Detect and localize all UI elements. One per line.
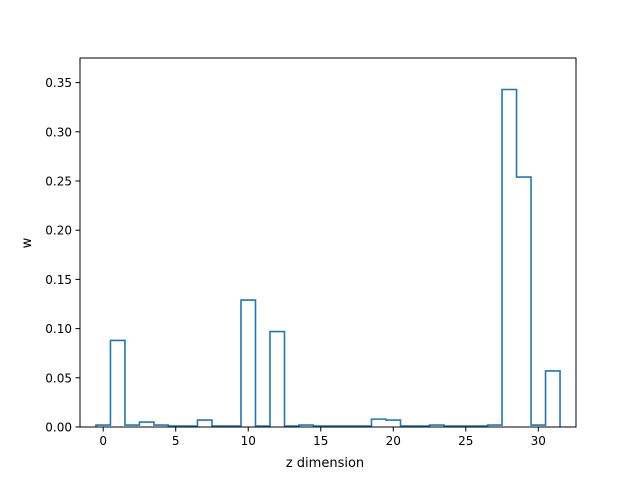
x-tick-label: 5 [172,434,180,448]
x-axis-label: z dimension [286,456,364,471]
bar-1 [110,340,125,427]
bar-7 [197,420,212,427]
y-tick-label: 0.05 [45,371,72,385]
plot-frame [79,57,577,428]
bar-12 [270,332,285,427]
y-tick-label: 0.25 [45,175,72,189]
x-tick-label: 10 [241,434,256,448]
y-tick-label: 0.30 [45,125,72,139]
bar-29 [517,177,532,427]
bar-19 [372,419,387,427]
y-tick-label: 0.00 [45,421,72,435]
bar-31 [546,371,561,427]
bar-20 [386,420,401,427]
bar-28 [502,89,517,427]
bar-10 [241,300,256,427]
y-tick-label: 0.10 [45,322,72,336]
x-tick-label: 25 [458,434,473,448]
x-tick-label: 20 [386,434,401,448]
x-tick-label: 0 [99,434,107,448]
y-tick-label: 0.35 [45,76,72,90]
x-tick-label: 15 [313,434,328,448]
x-tick-label: 30 [531,434,546,448]
y-axis-label: w [20,237,35,248]
series-step-line [95,88,561,427]
y-tick-label: 0.20 [45,224,72,238]
y-tick-label: 0.15 [45,273,72,287]
